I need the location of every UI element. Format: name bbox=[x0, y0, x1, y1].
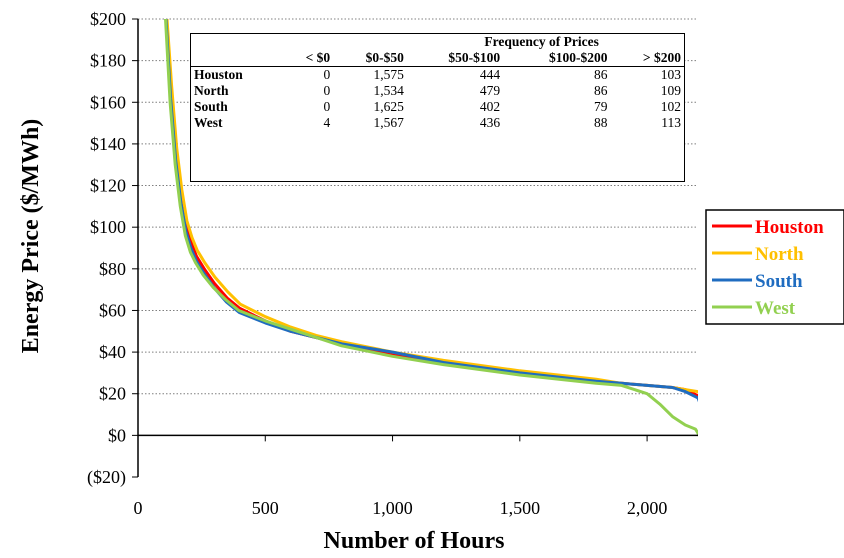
y-tick-label: $40 bbox=[99, 342, 126, 362]
col-header: < $0 bbox=[282, 50, 334, 67]
table-cell: 0 bbox=[323, 67, 331, 82]
legend-box bbox=[705, 209, 844, 325]
table-cell: 1,575 bbox=[373, 67, 404, 82]
table-cell: 79 bbox=[594, 99, 608, 114]
y-tick-label: ($20) bbox=[87, 467, 126, 488]
x-tick-label: 1,000 bbox=[372, 498, 413, 518]
frequency-table: Frequency of Prices < $0 $0-$50 $50-$100… bbox=[190, 33, 685, 182]
y-tick-labels: $200 $180 $160 $140 $120 $100 $80 $60 $40 $20 $0 ($… bbox=[87, 9, 126, 488]
table-cell: 436 bbox=[479, 115, 501, 130]
y-tick-label: $200 bbox=[90, 9, 126, 29]
table-cell: 1,625 bbox=[373, 99, 404, 114]
table-cell: 0 bbox=[323, 83, 331, 98]
col-header: $50-$100 bbox=[406, 50, 504, 67]
y-tick-label: $140 bbox=[90, 134, 126, 154]
y-axis-title: Energy Price ($/MWh) bbox=[18, 119, 44, 354]
row-label: North bbox=[194, 83, 229, 98]
y-tick-label: $20 bbox=[99, 384, 126, 404]
table-row: South 0 1,625 402 79 102 bbox=[191, 99, 684, 115]
table-cell: 109 bbox=[660, 83, 681, 98]
row-label: West bbox=[194, 115, 223, 130]
y-tick-label: $100 bbox=[90, 217, 126, 237]
legend-label-south: South bbox=[755, 271, 803, 292]
col-header: $0-$50 bbox=[333, 50, 407, 67]
table-cell: 444 bbox=[479, 67, 501, 82]
table-cell: 88 bbox=[594, 115, 608, 130]
table-cell: 479 bbox=[479, 83, 501, 98]
y-tick-label: $80 bbox=[99, 259, 126, 279]
table-cell: 103 bbox=[660, 67, 681, 82]
frequency-table-title: Frequency of Prices bbox=[484, 34, 599, 49]
x-tick-label: 500 bbox=[252, 498, 279, 518]
x-tick-label: 1,500 bbox=[500, 498, 541, 518]
row-label: South bbox=[194, 99, 228, 114]
legend-label-houston: Houston bbox=[755, 217, 824, 238]
table-row: West 4 1,567 436 88 113 bbox=[191, 115, 684, 131]
row-label: Houston bbox=[194, 67, 243, 82]
legend-label-north: North bbox=[755, 244, 804, 265]
table-cell: 0 bbox=[323, 99, 331, 114]
y-tick-label: $0 bbox=[108, 425, 126, 445]
x-tick-label: 2,000 bbox=[627, 498, 668, 518]
col-header: $100-$200 bbox=[503, 50, 611, 67]
series-line-west bbox=[164, 19, 698, 438]
series-lines bbox=[164, 19, 698, 438]
table-cell: 402 bbox=[479, 99, 501, 114]
x-tick-label: 0 bbox=[134, 498, 143, 518]
y-tick-label: $60 bbox=[99, 300, 126, 320]
table-cell: 86 bbox=[594, 67, 608, 82]
x-tick-labels: 0 500 1,000 1,500 2,000 bbox=[134, 498, 668, 518]
table-cell: 1,534 bbox=[373, 83, 404, 98]
table-cell: 113 bbox=[661, 115, 681, 130]
col-header: > $200 bbox=[610, 50, 684, 67]
table-cell: 1,567 bbox=[373, 115, 404, 130]
y-tick-label: $180 bbox=[90, 51, 126, 71]
legend-label-west: West bbox=[755, 298, 796, 319]
table-row: Houston 0 1,575 444 86 103 bbox=[191, 67, 684, 84]
table-cell: 86 bbox=[594, 83, 608, 98]
y-tick-label: $160 bbox=[90, 92, 126, 112]
table-row: North 0 1,534 479 86 109 bbox=[191, 83, 684, 99]
axes bbox=[132, 18, 698, 478]
y-tick-label: $120 bbox=[90, 176, 126, 196]
table-cell: 102 bbox=[660, 99, 681, 114]
legend: Houston North South West bbox=[705, 209, 844, 325]
x-axis-title: Number of Hours bbox=[324, 528, 505, 554]
table-cell: 4 bbox=[323, 115, 331, 130]
